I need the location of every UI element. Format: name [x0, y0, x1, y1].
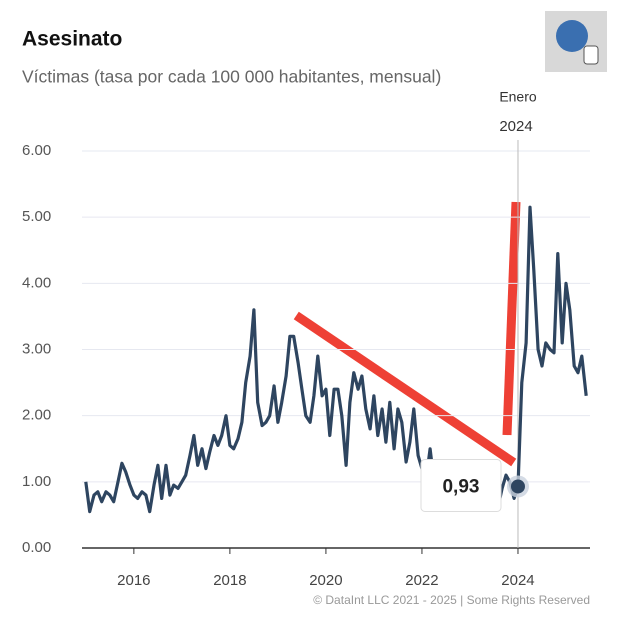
tooltip-box	[420, 458, 502, 512]
x-tick-label: 2022	[405, 572, 438, 589]
tooltip-value: 0,93	[442, 476, 479, 497]
series-line	[84, 205, 588, 514]
copyright: © DataInt LLC 2021 - 2025 | Some Rights …	[313, 593, 590, 607]
y-tick-label: 3.00	[22, 340, 51, 357]
tooltip-year: 2024	[499, 118, 532, 135]
avatar-icon	[545, 11, 607, 72]
annotation-stroke	[502, 201, 521, 436]
x-tick-label: 2024	[501, 572, 534, 589]
x-tick-label: 2020	[309, 572, 342, 589]
annotation-stroke	[293, 311, 517, 467]
highlight-point	[510, 479, 525, 494]
y-tick-label: 0.00	[22, 539, 51, 556]
y-tick-label: 4.00	[22, 274, 51, 291]
tooltip-month: Enero	[499, 89, 537, 105]
x-tick-label: 2016	[117, 572, 150, 589]
chart-subtitle: Víctimas (tasa por cada 100 000 habitant…	[22, 67, 441, 87]
y-tick-label: 2.00	[22, 407, 51, 424]
y-tick-label: 5.00	[22, 208, 51, 225]
chart-title: Asesinato	[22, 28, 122, 51]
y-tick-label: 6.00	[22, 142, 51, 159]
x-tick-label: 2018	[213, 572, 246, 589]
y-tick-label: 1.00	[22, 473, 51, 490]
